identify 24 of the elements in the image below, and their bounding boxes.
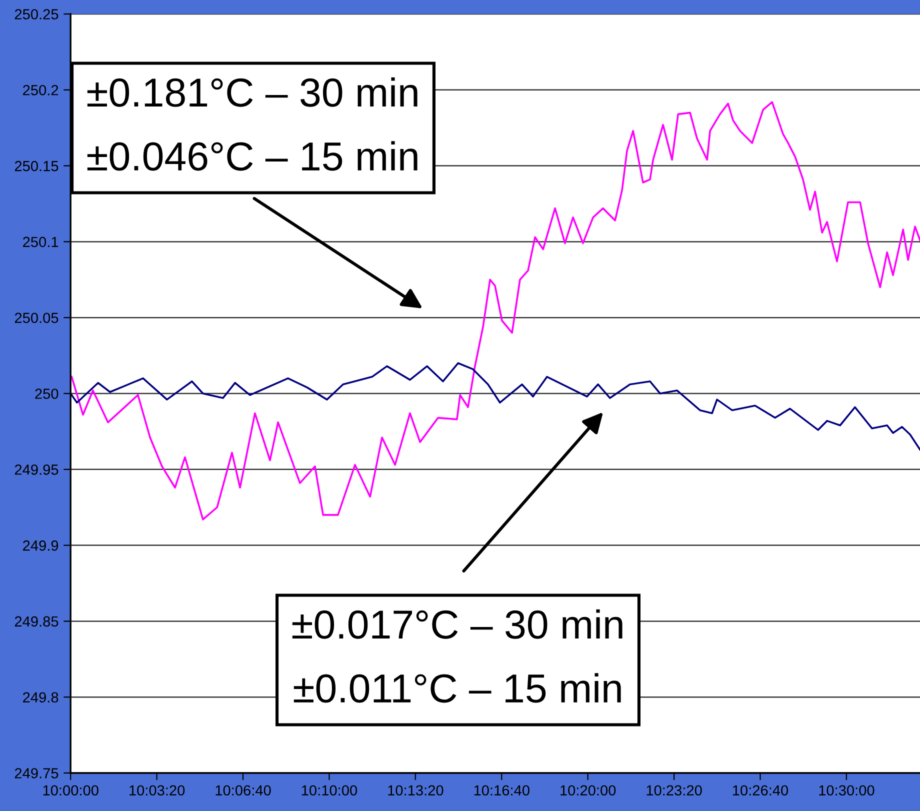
- x-tick-label: 10:26:40: [732, 785, 788, 796]
- y-tick-label: 250: [35, 388, 58, 399]
- x-tick-label: 10:23:20: [646, 785, 702, 796]
- y-tick-label: 249.75: [14, 768, 58, 778]
- x-tick-label: 10:13:20: [388, 785, 444, 796]
- annotation: ±0.017°C – 30 min ±0.011°C – 15 min: [292, 609, 622, 703]
- x-tick-label: 10:16:40: [474, 785, 530, 796]
- y-tick-label: 250.05: [14, 312, 58, 324]
- y-tick-label: 250.2: [23, 85, 58, 96]
- y-tick-label: 249.8: [23, 692, 58, 703]
- x-tick-label: 10:00:00: [43, 785, 98, 796]
- y-tick-label: 249.95: [14, 464, 58, 475]
- y-tick-label: 250.1: [23, 236, 58, 248]
- x-tick-label: 10:10:00: [302, 785, 358, 796]
- y-tick-label: 250.15: [14, 160, 58, 172]
- x-tick-label: 10:06:40: [216, 785, 271, 796]
- line-series: [70, 362, 920, 451]
- y-tick-label: 250.25: [14, 9, 58, 20]
- annotation: ±0.181°C – 30 min ±0.046°C – 15 min: [87, 77, 418, 171]
- x-tick-label: 10:03:20: [130, 785, 185, 796]
- y-tick-label: 249.9: [23, 540, 58, 551]
- x-tick-label: 10:20:00: [560, 785, 616, 796]
- x-tick-label: 10:30:00: [819, 785, 874, 796]
- y-tick-label: 249.85: [14, 616, 58, 627]
